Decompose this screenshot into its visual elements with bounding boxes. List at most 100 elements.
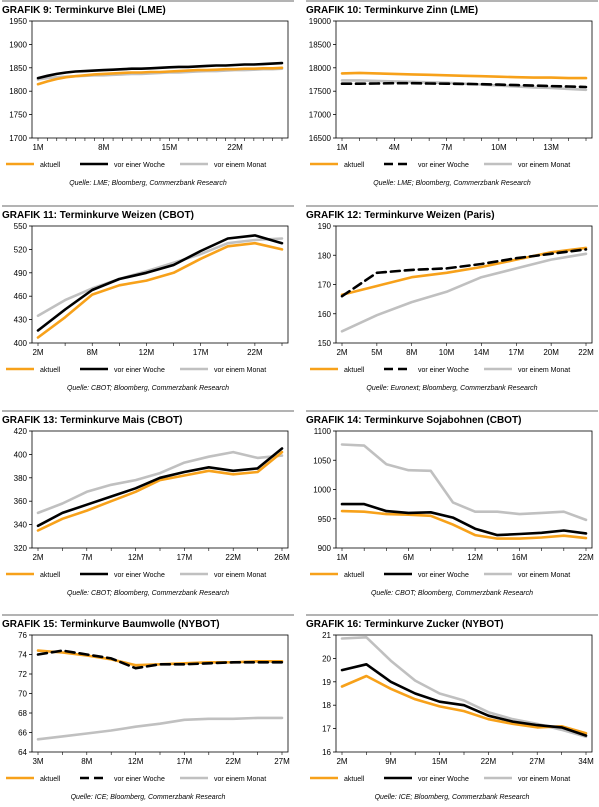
chart-title: GRAFIK 9: Terminkurve Blei (LME) <box>2 5 166 16</box>
series-line-woche <box>340 248 588 298</box>
x-tick-label: 2M <box>32 348 43 357</box>
chart-number: GRAFIK 9: <box>2 5 55 16</box>
x-tick-label: 8M <box>81 757 92 766</box>
legend-label-monat: vor einem Monat <box>214 367 266 374</box>
y-tick-label: 380 <box>14 474 28 483</box>
y-tick-label: 1800 <box>9 87 27 96</box>
x-tick-label: 8M <box>406 348 417 357</box>
plot-frame <box>335 20 593 139</box>
title-rule <box>306 614 598 616</box>
x-tick-label: 15M <box>162 143 178 152</box>
chart-source: Quelle: Euronext; Bloomberg, Commerzbank… <box>366 385 537 392</box>
legend-label-aktuell: aktuell <box>40 367 61 374</box>
chart-panel: GRAFIK 10: Terminkurve Zinn (LME) 16500 17… <box>306 0 598 187</box>
y-tick-label: 950 <box>318 515 332 524</box>
x-tick-label: 7M <box>81 553 92 562</box>
chart-panel: GRAFIK 11: Terminkurve Weizen (CBOT) 400 4… <box>2 205 294 392</box>
x-tick-label: 7M <box>441 143 452 152</box>
chart-number: GRAFIK 11: <box>2 210 60 221</box>
chart-title-text: Terminkurve Baumwolle (NYBOT) <box>60 619 219 630</box>
y-tick-label: 17500 <box>309 87 332 96</box>
chart-panel: GRAFIK 9: Terminkurve Blei (LME) 1700 1750… <box>2 0 294 187</box>
x-tick-label: 4M <box>389 143 400 152</box>
y-tick-label: 400 <box>14 339 28 348</box>
chart-number: GRAFIK 14: <box>306 415 364 426</box>
x-tick-label: 12M <box>128 553 144 562</box>
series-line-woche <box>340 81 588 89</box>
y-tick-label: 160 <box>318 310 332 319</box>
x-tick-label: 27M <box>529 757 545 766</box>
x-tick-label: 17M <box>509 348 525 357</box>
legend-label-aktuell: aktuell <box>344 162 365 169</box>
chart-title: GRAFIK 16: Terminkurve Zucker (NYBOT) <box>306 619 504 630</box>
y-tick-label: 17 <box>322 725 331 734</box>
x-tick-label: 12M <box>139 348 155 357</box>
plot-frame <box>335 634 593 753</box>
title-rule <box>306 0 598 2</box>
legend-label-woche: vor einer Woche <box>418 367 469 374</box>
title-rule <box>2 410 294 412</box>
x-tick-label: 2M <box>336 757 347 766</box>
x-tick-label: 8M <box>87 348 98 357</box>
series-line-monat <box>340 79 588 92</box>
series-line-aktuell <box>36 241 284 339</box>
y-tick-label: 320 <box>14 544 28 553</box>
chart-title: GRAFIK 13: Terminkurve Mais (CBOT) <box>2 415 182 426</box>
chart-number: GRAFIK 12: <box>306 210 364 221</box>
x-tick-label: 22M <box>578 348 594 357</box>
series-line-monat <box>340 252 588 333</box>
x-tick-label: 1M <box>336 553 347 562</box>
legend-label-woche: vor einer Woche <box>418 776 469 783</box>
y-tick-label: 19 <box>322 678 331 687</box>
series-line-woche <box>36 234 284 332</box>
chart-title-text: Terminkurve Zucker (NYBOT) <box>364 619 503 630</box>
y-tick-label: 340 <box>14 521 28 530</box>
chart-panel: GRAFIK 14: Terminkurve Sojabohnen (CBOT)… <box>306 410 598 597</box>
x-tick-label: 10M <box>491 143 507 152</box>
chart-source: Quelle: LME; Bloomberg, Commerzbank Rese… <box>373 180 531 187</box>
y-tick-label: 550 <box>14 222 28 231</box>
y-tick-label: 1000 <box>313 486 331 495</box>
y-tick-label: 18000 <box>309 64 332 73</box>
y-tick-label: 150 <box>318 339 332 348</box>
y-tick-label: 68 <box>18 709 27 718</box>
y-tick-label: 74 <box>18 651 27 660</box>
x-tick-label: 15M <box>432 757 448 766</box>
x-tick-label: 17M <box>193 348 209 357</box>
chart-title-text: Terminkurve Zinn (LME) <box>364 5 478 16</box>
x-tick-label: 2M <box>336 348 347 357</box>
chart-panel: GRAFIK 12: Terminkurve Weizen (Paris) 150… <box>306 205 598 392</box>
y-tick-label: 16500 <box>309 134 332 143</box>
series-line-aktuell <box>340 509 588 540</box>
y-tick-label: 1050 <box>313 456 331 465</box>
x-tick-label: 13M <box>543 143 559 152</box>
y-tick-label: 520 <box>14 245 28 254</box>
chart-number: GRAFIK 16: <box>306 619 364 630</box>
legend-label-aktuell: aktuell <box>40 572 61 579</box>
x-tick-label: 2M <box>32 553 43 562</box>
legend-label-woche: vor einer Woche <box>418 162 469 169</box>
y-tick-label: 18500 <box>309 40 332 49</box>
title-rule <box>306 205 598 207</box>
x-tick-label: 22M <box>578 553 594 562</box>
x-tick-label: 34M <box>578 757 594 766</box>
chart-source: Quelle: CBOT; Bloomberg, Commerzbank Res… <box>371 590 533 597</box>
series-line-woche <box>36 649 284 670</box>
x-tick-label: 26M <box>274 553 290 562</box>
chart-title: GRAFIK 11: Terminkurve Weizen (CBOT) <box>2 210 194 221</box>
legend-label-woche: vor einer Woche <box>114 776 165 783</box>
y-tick-label: 66 <box>18 729 27 738</box>
legend-label-monat: vor einem Monat <box>518 776 570 783</box>
x-tick-label: 22M <box>225 757 241 766</box>
y-tick-label: 76 <box>18 631 27 640</box>
series-line-aktuell <box>340 71 588 80</box>
series-line-monat <box>36 237 284 317</box>
x-tick-label: 10M <box>439 348 455 357</box>
chart-number: GRAFIK 15: <box>2 619 60 630</box>
y-tick-label: 180 <box>318 251 332 260</box>
title-rule <box>2 0 294 2</box>
legend-label-woche: vor einer Woche <box>114 572 165 579</box>
y-tick-label: 170 <box>318 281 332 290</box>
x-tick-label: 12M <box>467 553 483 562</box>
